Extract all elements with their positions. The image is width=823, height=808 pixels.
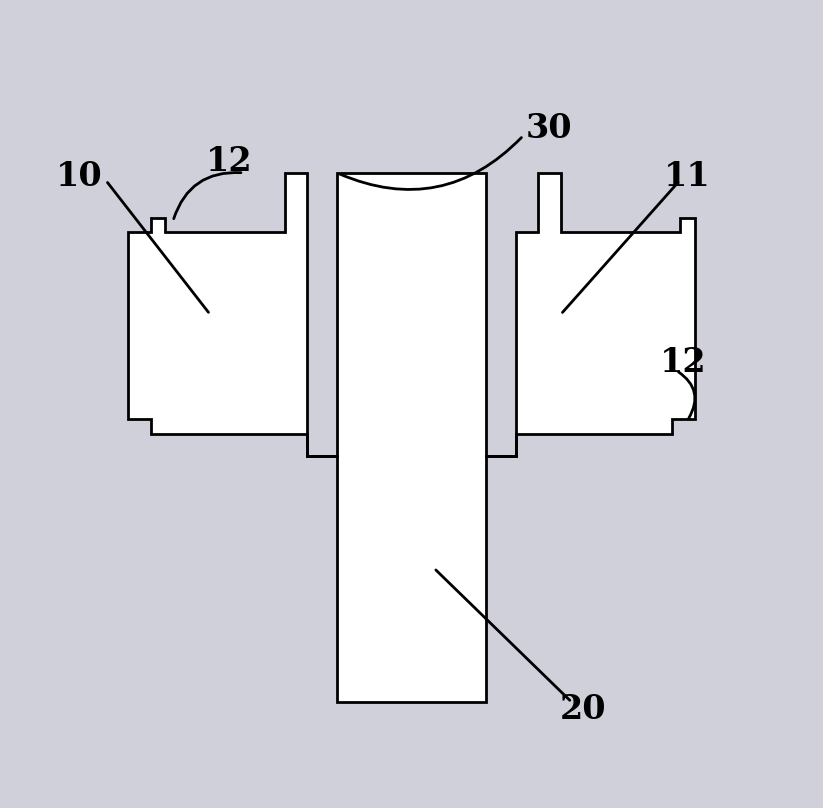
Text: 12: 12 bbox=[660, 347, 707, 380]
Text: 30: 30 bbox=[526, 112, 573, 145]
Text: 12: 12 bbox=[206, 145, 252, 178]
Text: 20: 20 bbox=[560, 693, 607, 726]
Text: 10: 10 bbox=[56, 160, 103, 193]
Polygon shape bbox=[128, 173, 695, 702]
Text: 11: 11 bbox=[664, 160, 711, 193]
